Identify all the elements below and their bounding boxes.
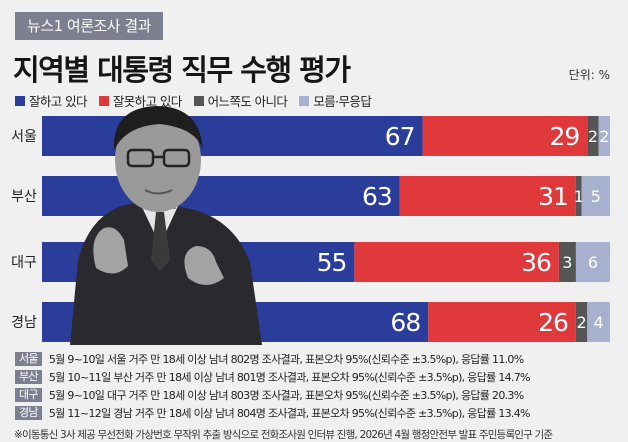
bar-segment-negative <box>428 302 576 342</box>
bar-segment-negative <box>422 116 588 156</box>
data-label: 5 <box>591 187 601 206</box>
legend-label-unknown: 모름·무응답 <box>313 94 372 109</box>
note-text: 5월 11~12일 경남 거주 만 18세 이상 남녀 804명 조사결과, 표… <box>48 406 531 420</box>
note-text: 5월 10~11일 부산 거주 만 18세 이상 남녀 801명 조사결과, 표… <box>48 370 531 384</box>
data-label: 2 <box>599 127 609 146</box>
legend-item-unknown: 모름·무응답 <box>299 91 372 110</box>
region-label: 경남 <box>11 315 37 331</box>
bar-segment-negative <box>399 176 576 216</box>
bar-segment-unknown <box>581 176 610 216</box>
data-label: 36 <box>521 248 551 277</box>
bar-segment-unknown <box>587 302 610 342</box>
chart-title: 지역별 대통령 직무 수행 평가 <box>13 53 351 87</box>
region-label: 부산 <box>11 189 37 205</box>
data-label: 55 <box>317 248 347 277</box>
legend-swatch-negative <box>98 95 109 106</box>
note-tag: 서울 <box>15 351 42 366</box>
data-label: 1 <box>574 187 584 206</box>
method-footnote: ※이동통신 3사 제공 무선전화 가상번호 무작위 추출 방식으로 전화조사원 … <box>14 429 553 441</box>
report-badge: 뉴스1 여론조사 결과 <box>15 12 163 40</box>
note-row: 서울 5월 9~10일 서울 거주 만 18세 이상 남녀 802명 조사결과,… <box>15 351 621 366</box>
note-tag: 대구 <box>15 387 42 402</box>
data-label: 31 <box>538 182 568 211</box>
legend-item-neutral: 어느쪽도 아니다 <box>193 91 288 110</box>
note-row: 부산 5월 10~11일 부산 거주 만 18세 이상 남녀 801명 조사결과… <box>15 369 621 384</box>
data-label: 4 <box>594 313 604 332</box>
legend-swatch-unknown <box>299 95 310 106</box>
data-label: 29 <box>549 122 579 151</box>
note-text: 5월 9~10일 대구 거주 만 18세 이상 남녀 803명 조사결과, 표본… <box>48 388 524 402</box>
note-text: 5월 9~10일 서울 거주 만 18세 이상 남녀 802명 조사결과, 표본… <box>48 352 524 366</box>
bar-segment-positive <box>42 176 400 216</box>
legend-swatch-neutral <box>193 95 204 106</box>
legend-label-positive: 잘하고 있다 <box>29 94 87 109</box>
chart-legend: 잘하고 있다 잘못하고 있다 어느쪽도 아니다 모름·무응답 <box>15 91 372 110</box>
legend-label-neutral: 어느쪽도 아니다 <box>207 94 288 109</box>
person-silhouette <box>70 106 262 345</box>
legend-item-negative: 잘못하고 있다 <box>98 91 182 110</box>
legend-item-positive: 잘하고 있다 <box>15 91 87 110</box>
bar-segment-negative <box>354 242 559 282</box>
bar-segment-positive <box>42 116 423 156</box>
survey-notes: 서울 5월 9~10일 서울 거주 만 18세 이상 남녀 802명 조사결과,… <box>15 351 621 423</box>
note-row: 경남 5월 11~12일 경남 거주 만 18세 이상 남녀 804명 조사결과… <box>15 405 621 420</box>
legend-label-negative: 잘못하고 있다 <box>112 94 182 109</box>
person-photo-illustration <box>70 106 262 345</box>
data-label: 2 <box>577 313 587 332</box>
note-tag: 경남 <box>15 405 42 420</box>
region-label: 서울 <box>11 129 37 145</box>
note-row: 대구 5월 9~10일 대구 거주 만 18세 이상 남녀 803명 조사결과,… <box>15 387 621 402</box>
data-label: 68 <box>390 308 420 337</box>
data-label: 3 <box>562 253 572 272</box>
bar-segment-unknown <box>575 242 610 282</box>
bar-segment-neutral <box>587 116 599 156</box>
region-label: 대구 <box>11 255 37 271</box>
bar-segment-neutral <box>558 242 576 282</box>
data-label: 26 <box>538 308 568 337</box>
data-label: 63 <box>362 182 392 211</box>
data-label: 2 <box>588 127 598 146</box>
unit-label: 단위: % <box>568 68 610 82</box>
legend-swatch-positive <box>15 95 25 106</box>
note-tag: 부산 <box>15 369 42 384</box>
data-label: 67 <box>385 122 415 151</box>
bar-segment-unknown <box>598 116 610 156</box>
bar-segment-neutral <box>575 176 582 216</box>
bar-segment-neutral <box>575 302 588 342</box>
data-label: 6 <box>588 253 598 272</box>
